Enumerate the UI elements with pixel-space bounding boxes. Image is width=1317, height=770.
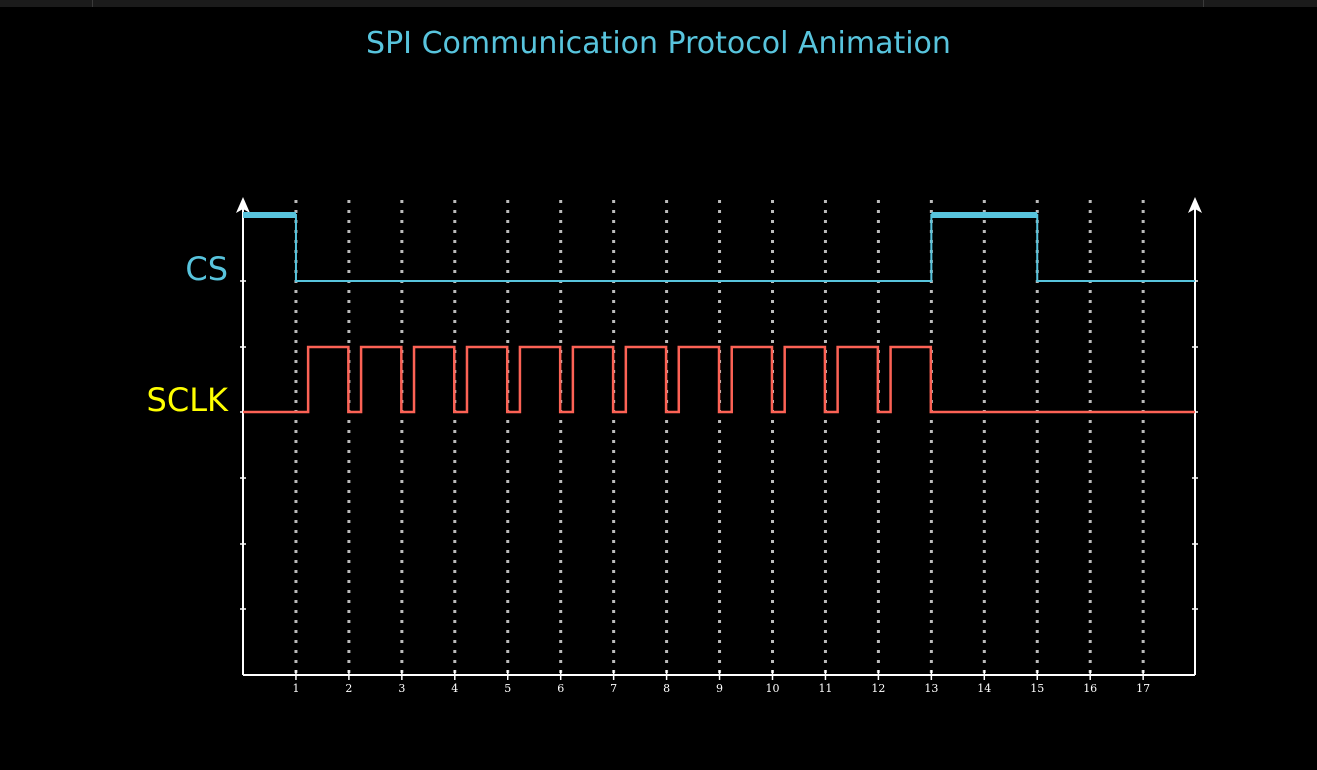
top-bar-divider [92,0,93,7]
axes [236,197,1202,676]
cs-label: CS [185,250,228,288]
grid-lines [294,200,1145,675]
waveforms [243,212,1195,414]
x-tick-label: 14 [977,682,991,695]
left-axis-arrow [236,197,250,213]
x-tick-label: 1 [292,682,299,695]
x-tick-label: 9 [716,682,723,695]
x-tick-label: 5 [504,682,511,695]
x-tick-label: 13 [924,682,938,695]
x-tick-label: 11 [818,682,832,695]
right-axis-arrow [1188,197,1202,213]
x-tick-label: 17 [1136,682,1150,695]
cs-waveform [243,214,1195,282]
x-tick-label: 4 [451,682,458,695]
tick-labels: 1 2 3 4 5 6 7 8 9 10 11 12 13 14 15 16 17 [292,682,1150,695]
x-tick-label: 8 [663,682,670,695]
x-tick-label: 3 [398,682,405,695]
sclk-waveform [243,345,1195,414]
diagram-title: SPI Communication Protocol Animation [366,26,951,61]
x-tick-label: 12 [871,682,885,695]
x-tick-label: 6 [557,682,564,695]
x-tick-label: 10 [766,682,780,695]
x-tick-label: 16 [1083,682,1097,695]
tick-marks [240,280,1198,680]
top-bar [0,0,1317,7]
x-tick-label: 15 [1030,682,1044,695]
x-tick-label: 2 [345,682,352,695]
top-bar-divider [1203,0,1204,7]
sclk-label: SCLK [146,381,228,419]
x-tick-label: 7 [610,682,617,695]
